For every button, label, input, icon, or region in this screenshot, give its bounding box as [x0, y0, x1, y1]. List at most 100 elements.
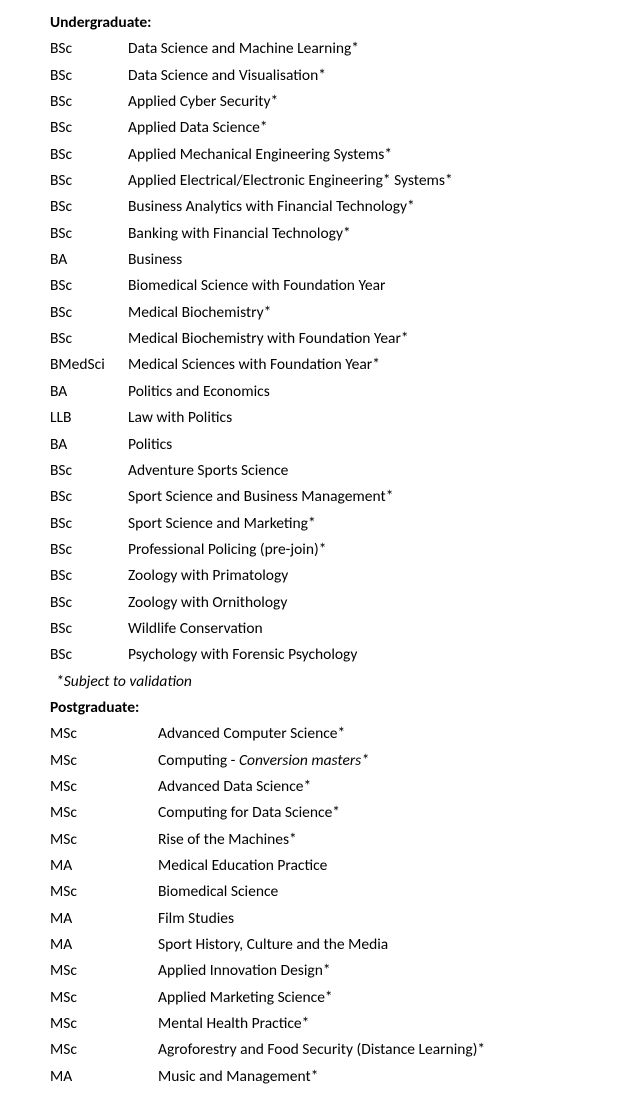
- degree-cell: BSc: [50, 63, 128, 89]
- table-row: MScMental Health Practice*: [50, 1011, 640, 1037]
- table-row: BScMedical Biochemistry*: [50, 300, 640, 326]
- title-cell: Medical Biochemistry*: [128, 300, 640, 326]
- title-cell: Sport Science and Marketing*: [128, 511, 640, 537]
- table-row: MScComputing for Data Science*: [50, 800, 640, 826]
- degree-cell: BSc: [50, 115, 128, 141]
- title-cell: Applied Innovation Design*: [158, 958, 640, 984]
- degree-cell: BSc: [50, 484, 128, 510]
- title-cell: Advanced Data Science*: [158, 774, 640, 800]
- title-cell: Medical Education Practice: [158, 853, 640, 879]
- degree-cell: BA: [50, 432, 128, 458]
- title-cell: Adventure Sports Science: [128, 458, 640, 484]
- title-cell: Zoology with Primatology: [128, 563, 640, 589]
- degree-cell: BSc: [50, 273, 128, 299]
- degree-cell: BSc: [50, 142, 128, 168]
- table-row: BABusiness: [50, 247, 640, 273]
- degree-cell: BSc: [50, 36, 128, 62]
- title-cell: Computing for Data Science*: [158, 800, 640, 826]
- table-row: BScWildlife Conservation: [50, 616, 640, 642]
- postgraduate-heading: Postgraduate:: [50, 695, 640, 721]
- table-row: MScComputing - Conversion masters*: [50, 748, 640, 774]
- title-cell: Medical Biochemistry with Foundation Yea…: [128, 326, 640, 352]
- table-row: BScPsychology with Forensic Psychology: [50, 642, 640, 668]
- title-cell: Rise of the Machines*: [158, 827, 640, 853]
- title-cell: Data Science and Visualisation*: [128, 63, 640, 89]
- degree-cell: BSc: [50, 616, 128, 642]
- table-row: BScApplied Electrical/Electronic Enginee…: [50, 168, 640, 194]
- table-row: MASport History, Culture and the Media: [50, 932, 640, 958]
- table-row: BScAdventure Sports Science: [50, 458, 640, 484]
- title-cell: Agroforestry and Food Security (Distance…: [158, 1037, 640, 1063]
- table-row: BScApplied Mechanical Engineering System…: [50, 142, 640, 168]
- title-cell: Zoology with Ornithology: [128, 590, 640, 616]
- undergraduate-heading: Undergraduate:: [50, 10, 640, 36]
- undergraduate-list: BScData Science and Machine Learning*BSc…: [50, 36, 640, 668]
- table-row: BScSport Science and Marketing*: [50, 511, 640, 537]
- degree-cell: BSc: [50, 642, 128, 668]
- degree-cell: MSc: [50, 748, 158, 774]
- postgraduate-list: MScAdvanced Computer Science*MScComputin…: [50, 721, 640, 1090]
- degree-cell: MSc: [50, 800, 158, 826]
- table-row: BScData Science and Visualisation*: [50, 63, 640, 89]
- title-cell: Biomedical Science: [158, 879, 640, 905]
- degree-cell: BSc: [50, 511, 128, 537]
- degree-cell: MSc: [50, 827, 158, 853]
- table-row: MScAgroforestry and Food Security (Dista…: [50, 1037, 640, 1063]
- table-row: BAPolitics: [50, 432, 640, 458]
- degree-cell: MSc: [50, 1011, 158, 1037]
- title-cell: Politics: [128, 432, 640, 458]
- degree-cell: BSc: [50, 221, 128, 247]
- degree-cell: BSc: [50, 89, 128, 115]
- degree-cell: MSc: [50, 1037, 158, 1063]
- table-row: BScApplied Cyber Security*: [50, 89, 640, 115]
- degree-cell: BA: [50, 379, 128, 405]
- degree-cell: BSc: [50, 326, 128, 352]
- title-cell: Law with Politics: [128, 405, 640, 431]
- table-row: BScProfessional Policing (pre-join)*: [50, 537, 640, 563]
- degree-cell: BSc: [50, 458, 128, 484]
- table-row: MAMusic and Management*: [50, 1064, 640, 1090]
- title-cell: Applied Cyber Security*: [128, 89, 640, 115]
- table-row: BAPolitics and Economics: [50, 379, 640, 405]
- title-cell: Medical Sciences with Foundation Year*: [128, 352, 640, 378]
- table-row: BScZoology with Ornithology: [50, 590, 640, 616]
- table-row: MScApplied Marketing Science*: [50, 985, 640, 1011]
- table-row: MScAdvanced Data Science*: [50, 774, 640, 800]
- title-cell: Applied Mechanical Engineering Systems*: [128, 142, 640, 168]
- table-row: BScBusiness Analytics with Financial Tec…: [50, 194, 640, 220]
- table-row: MScAdvanced Computer Science*: [50, 721, 640, 747]
- degree-cell: MA: [50, 853, 158, 879]
- validation-note: *Subject to validation: [50, 669, 640, 695]
- table-row: BScMedical Biochemistry with Foundation …: [50, 326, 640, 352]
- table-row: BScBiomedical Science with Foundation Ye…: [50, 273, 640, 299]
- degree-cell: MSc: [50, 985, 158, 1011]
- title-cell: Applied Marketing Science*: [158, 985, 640, 1011]
- degree-cell: BSc: [50, 194, 128, 220]
- degree-cell: LLB: [50, 405, 128, 431]
- degree-cell: MSc: [50, 774, 158, 800]
- table-row: MScRise of the Machines*: [50, 827, 640, 853]
- degree-cell: BSc: [50, 590, 128, 616]
- title-italic: Conversion masters*: [239, 751, 369, 770]
- title-cell: Psychology with Forensic Psychology: [128, 642, 640, 668]
- degree-cell: BA: [50, 247, 128, 273]
- degree-cell: MA: [50, 906, 158, 932]
- title-cell: Sport History, Culture and the Media: [158, 932, 640, 958]
- title-cell: Politics and Economics: [128, 379, 640, 405]
- table-row: LLBLaw with Politics: [50, 405, 640, 431]
- degree-cell: MA: [50, 932, 158, 958]
- title-cell: Computing - Conversion masters*: [158, 748, 640, 774]
- table-row: BScSport Science and Business Management…: [50, 484, 640, 510]
- title-cell: Applied Electrical/Electronic Engineerin…: [128, 168, 640, 194]
- title-cell: Business Analytics with Financial Techno…: [128, 194, 640, 220]
- degree-cell: MSc: [50, 721, 158, 747]
- title-cell: Music and Management*: [158, 1064, 640, 1090]
- degree-cell: BSc: [50, 300, 128, 326]
- title-cell: Applied Data Science*: [128, 115, 640, 141]
- title-cell: Sport Science and Business Management*: [128, 484, 640, 510]
- table-row: MAMedical Education Practice: [50, 853, 640, 879]
- degree-cell: MA: [50, 1064, 158, 1090]
- title-cell: Biomedical Science with Foundation Year: [128, 273, 640, 299]
- table-row: BScData Science and Machine Learning*: [50, 36, 640, 62]
- title-cell: Advanced Computer Science*: [158, 721, 640, 747]
